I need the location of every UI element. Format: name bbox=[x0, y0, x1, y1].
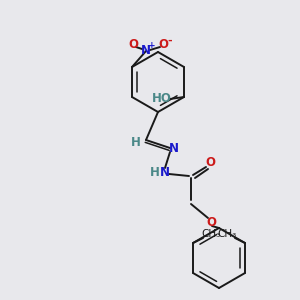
Text: -: - bbox=[168, 36, 172, 46]
Text: +: + bbox=[148, 41, 155, 50]
Text: N: N bbox=[141, 44, 151, 58]
Text: HO: HO bbox=[152, 92, 172, 106]
Text: H: H bbox=[131, 136, 141, 148]
Text: H: H bbox=[150, 167, 160, 179]
Text: O: O bbox=[205, 157, 215, 169]
Text: CH₃: CH₃ bbox=[218, 229, 237, 239]
Text: O: O bbox=[158, 38, 168, 52]
Text: N: N bbox=[169, 142, 179, 154]
Text: O: O bbox=[128, 38, 138, 52]
Text: O: O bbox=[206, 215, 216, 229]
Text: CH₃: CH₃ bbox=[201, 229, 220, 239]
Text: N: N bbox=[160, 166, 170, 178]
